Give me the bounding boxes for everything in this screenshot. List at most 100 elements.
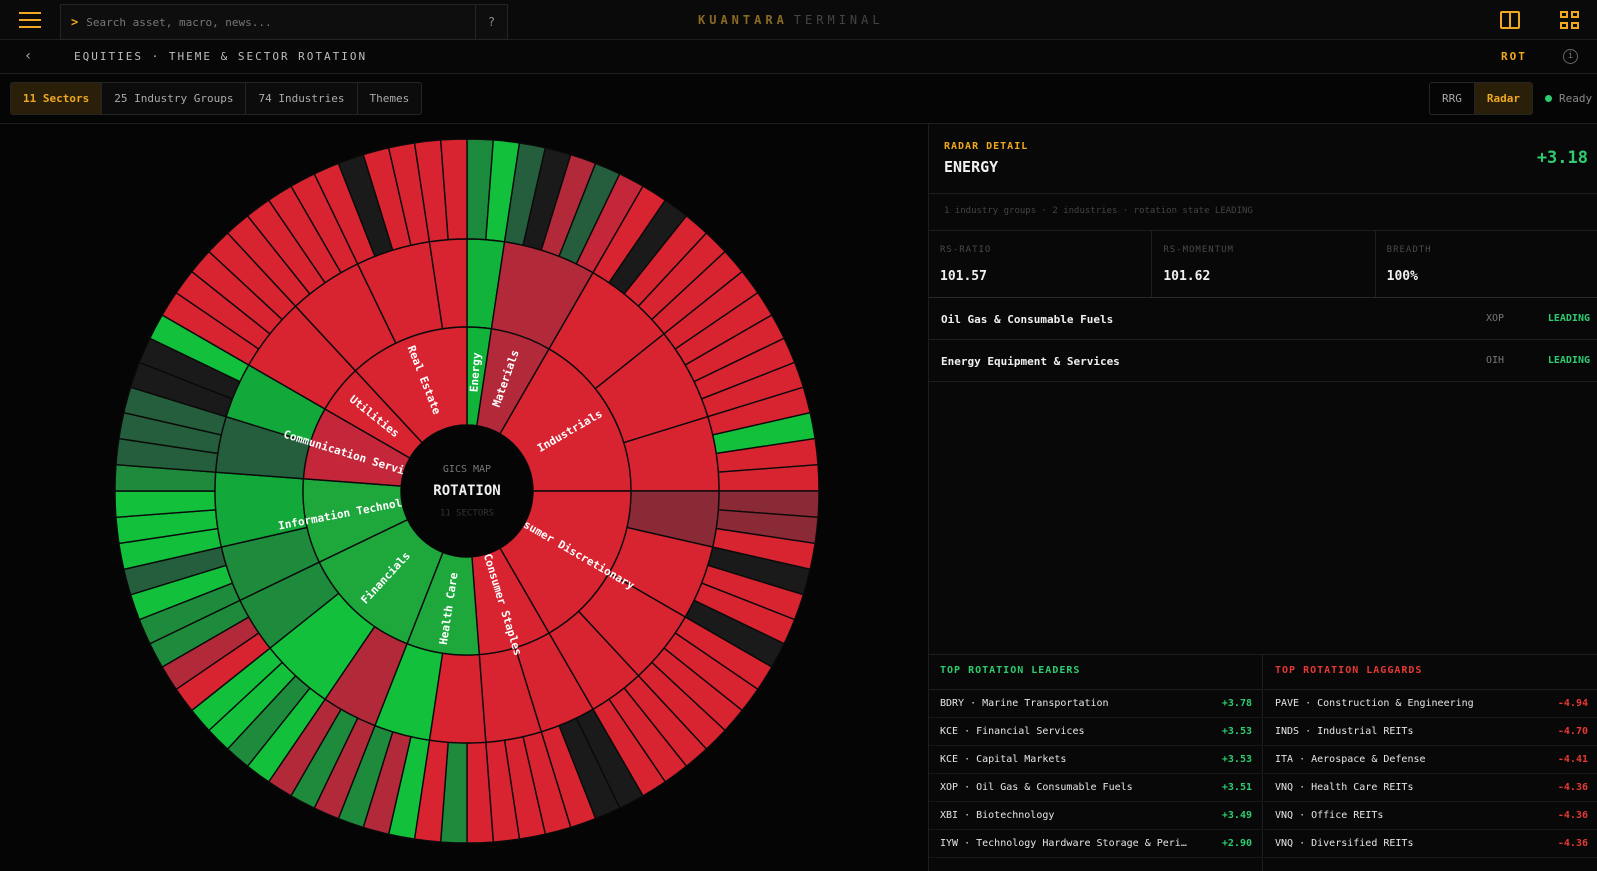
list-item[interactable]: INDS · Industrial REITs -4.70 [1264,718,1597,746]
top-bar: > ? KUANTARA TERMINAL [0,0,1597,40]
list-item[interactable]: BDRY · Marine Transportation +3.78 [929,690,1262,718]
item-value: -4.36 [1557,838,1588,849]
industry-row[interactable]: Oil Gas & Consumable Fuels XOP LEADING [929,299,1597,340]
detail-meta: 1 industry groups · 2 industries · rotat… [944,206,1253,216]
function-code: ROT [1501,50,1527,63]
list-item[interactable]: PAVE · Construction & Engineering -4.94 [1264,690,1597,718]
item-value: +3.53 [1221,726,1252,737]
laggards-title: TOP ROTATION LAGGARDS [1275,665,1423,676]
metrics-row: RS-RATIO 101.57 RS-MOMENTUM 101.62 BREAD… [929,230,1597,298]
status-indicator: Ready [1545,92,1592,105]
industry-ticker: OIH [1486,355,1505,366]
industry-row[interactable]: Energy Equipment & Services OIH LEADING [929,341,1597,382]
center-kicker: GICS MAP [443,464,491,475]
tab-industry-groups[interactable]: 25 Industry Groups [102,83,247,114]
item-value: -4.36 [1557,810,1588,821]
back-button[interactable]: ‹ [24,48,33,64]
detail-score: +3.18 [1536,148,1588,168]
level-tabs: 11 Sectors 25 Industry Groups 74 Industr… [10,82,423,115]
item-value: +3.49 [1221,810,1252,821]
detail-header: RADAR DETAIL ENERGY +3.18 [929,124,1597,194]
list-item[interactable]: VNQ · Office REITs -4.36 [1264,802,1597,830]
divider [0,123,1597,124]
item-label: KCE · Financial Services [940,726,1085,737]
sub-header: ‹ EQUITIES · THEME & SECTOR ROTATION ROT… [0,40,1597,74]
metric-breadth: BREADTH 100% [1376,231,1597,297]
leaders-list: TOP ROTATION LEADERS BDRY · Marine Trans… [929,655,1263,871]
list-item[interactable]: KCE · Financial Services +3.53 [929,718,1262,746]
item-value: -4.41 [1557,754,1588,765]
industry-name: Energy Equipment & Services [941,355,1120,368]
metric-value: 100% [1386,269,1418,284]
tab-industries[interactable]: 74 Industries [246,83,358,114]
rrg-view-button[interactable]: RRG [1430,83,1475,114]
metric-label: BREADTH [1386,245,1432,255]
list-item[interactable]: VNQ · Health Care REITs -4.36 [1264,774,1597,802]
item-label: IYW · Technology Hardware Storage & Peri… [940,838,1187,849]
status-dot-icon [1545,95,1552,102]
laggards-list: TOP ROTATION LAGGARDS PAVE · Constructio… [1264,655,1597,871]
industry-state: LEADING [1547,355,1590,366]
search-input[interactable] [86,15,457,29]
detail-panel: RADAR DETAIL ENERGY +3.18 1 industry gro… [928,124,1597,871]
list-item[interactable]: KCE · Capital Markets +3.53 [929,746,1262,774]
item-value: +2.90 [1221,838,1252,849]
metric-value: 101.57 [940,269,987,284]
detail-title: ENERGY [944,158,999,176]
help-button[interactable]: ? [475,5,507,39]
list-item[interactable]: XBI · Biotechnology +3.49 [929,802,1262,830]
item-label: VNQ · Office REITs [1275,810,1384,821]
industry-ticker: XOP [1486,313,1505,324]
industry-state: LEADING [1547,313,1590,324]
list-item[interactable]: ITA · Aerospace & Defense -4.41 [1264,746,1597,774]
detail-kicker: RADAR DETAIL [944,141,1029,152]
item-value: +3.53 [1221,754,1252,765]
list-item[interactable]: XOP · Oil Gas & Consumable Fuels +3.51 [929,774,1262,802]
item-label: KCE · Capital Markets [940,754,1067,765]
view-toggle: RRG Radar [1429,82,1533,115]
item-value: +3.51 [1221,782,1252,793]
prompt-icon: > [71,15,79,29]
brand-primary: KUANTARA [698,13,788,27]
center-subtitle: 11 SECTORS [440,509,494,519]
brand-logo: KUANTARA TERMINAL [698,13,884,27]
sector-label: Energy [467,352,483,393]
list-item[interactable]: VNQ · Diversified REITs -4.36 [1264,830,1597,858]
item-value: -4.94 [1557,698,1588,709]
info-icon[interactable]: i [1563,49,1578,64]
rotation-lists: TOP ROTATION LEADERS BDRY · Marine Trans… [929,654,1597,871]
list-item[interactable]: IYW · Technology Hardware Storage & Peri… [929,830,1262,858]
item-value: +3.78 [1221,698,1252,709]
metric-label: RS-RATIO [940,245,992,255]
search-box: > ? [60,4,508,40]
center-title: ROTATION [433,483,500,499]
status-label: Ready [1559,92,1593,105]
radar-view-button[interactable]: Radar [1474,83,1532,114]
metric-value: 101.62 [1163,269,1211,284]
split-view-icon[interactable] [1500,11,1520,29]
leaders-title: TOP ROTATION LEADERS [940,665,1081,676]
sunburst-chart: Energy Materials Industrials Consumer Discr… [0,124,928,871]
item-label: VNQ · Health Care REITs [1275,782,1414,793]
grid-view-icon[interactable] [1560,11,1580,29]
metric-rs-momentum: RS-MOMENTUM 101.62 [1152,231,1376,297]
breadcrumb: EQUITIES · THEME & SECTOR ROTATION [74,50,368,63]
metric-rs-ratio: RS-RATIO 101.57 [929,231,1153,297]
industry-name: Oil Gas & Consumable Fuels [941,313,1114,326]
metric-label: RS-MOMENTUM [1163,245,1234,255]
item-value: -4.70 [1557,726,1588,737]
menu-button[interactable] [0,0,60,40]
brand-secondary: TERMINAL [793,13,884,27]
item-label: XBI · Biotechnology [940,810,1055,821]
tab-themes[interactable]: Themes [369,92,410,105]
hamburger-icon [19,12,41,28]
item-label: INDS · Industrial REITs [1275,726,1414,737]
item-label: BDRY · Marine Transportation [940,698,1109,709]
tab-sectors[interactable]: 11 Sectors [11,83,103,114]
item-label: PAVE · Construction & Engineering [1275,698,1474,709]
item-label: ITA · Aerospace & Defense [1275,754,1426,765]
item-label: VNQ · Diversified REITs [1275,838,1414,849]
item-label: XOP · Oil Gas & Consumable Fuels [940,782,1133,793]
item-value: -4.36 [1557,782,1588,793]
